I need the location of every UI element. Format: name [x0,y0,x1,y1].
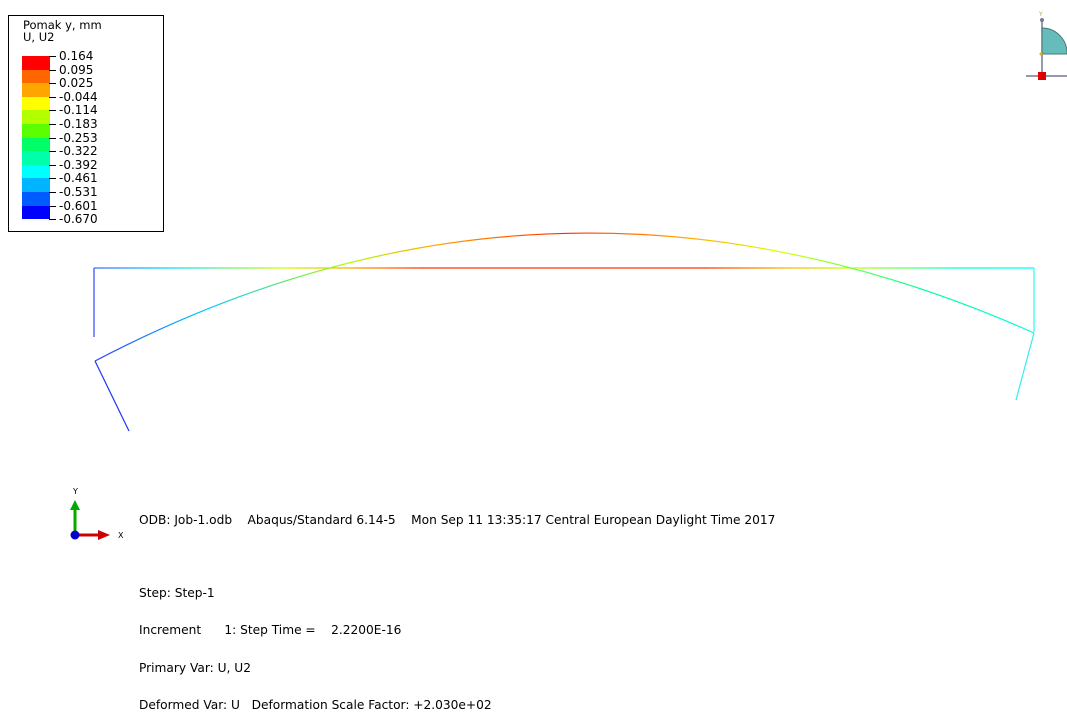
legend-tick [49,96,56,98]
step-info: Step: Step-1 [139,585,215,600]
legend-swatch [22,151,50,165]
legend-swatch [22,205,50,220]
odb-info-line: ODB: Job-1.odb Abaqus/Standard 6.14-5 Mo… [139,513,776,527]
legend-swatch [22,96,50,111]
legend-tick [49,110,56,112]
legend-tick [49,151,56,153]
legend-subtitle: U, U2 [23,30,55,44]
view-orientation-icon[interactable]: Y [1026,8,1067,88]
legend-swatch [22,110,50,124]
legend-swatch [22,137,50,152]
deformed-arch [94,232,1035,362]
legend-tick [49,69,56,71]
contour-legend: Pomak y, mm U, U2 0.164 0.095 0.025 -0.044-… [8,15,164,232]
axis-triad: Y X [70,487,124,540]
legend-value: -0.461 [59,171,98,186]
legend-swatch [22,178,50,192]
legend-tick [49,137,56,139]
legend-swatch [22,56,50,70]
triad-y-label: Y [72,487,78,496]
legend-tick [49,56,56,57]
legend-value: -0.044 [59,89,98,104]
legend-value: 0.095 [59,62,94,77]
legend-value: -0.531 [59,185,98,199]
primary-var-info: Primary Var: U, U2 [139,660,251,675]
legend-swatch [22,164,50,179]
legend-swatch [22,123,50,138]
deformed-var-info: Deformed Var: U Deformation Scale Factor… [139,698,492,712]
legend-swatch [22,191,50,206]
model-viewport[interactable] [0,0,1067,581]
triad-x-arrow [98,530,110,540]
legend-swatch [22,83,50,97]
legend-tick [49,124,56,125]
deformed-right-column [1015,332,1035,401]
legend-value: -0.114 [59,103,98,118]
legend-value: -0.670 [59,212,98,227]
increment-info: Increment 1: Step Time = 2.2200E-16 [139,623,402,637]
legend-tick [49,164,56,166]
legend-tick [49,192,56,193]
legend-value: -0.183 [59,117,98,131]
triad-y-arrow [70,500,80,510]
deformed-left-column [94,360,130,432]
legend-title: Pomak y, mm [23,18,102,32]
legend-value: 0.164 [59,49,94,63]
legend-color-bar [22,56,50,220]
legend-tick [49,219,56,221]
triad-origin [70,530,80,540]
triad-x-label: X [118,531,124,540]
legend-value: -0.253 [59,130,98,145]
legend-tick [49,205,56,207]
legend-tick [49,83,56,85]
legend-value: -0.322 [59,144,98,159]
legend-value: -0.392 [59,157,98,172]
legend-tick [49,178,56,180]
legend-swatch [22,69,50,84]
legend-value: 0.025 [59,76,94,91]
view-quarter-disc [1041,27,1067,55]
legend-value: -0.601 [59,198,98,213]
odb-info-block: ODB: Job-1.odb Abaqus/Standard 6.14-5 Mo… [139,489,775,724]
view-y-label: Y [1038,11,1043,18]
